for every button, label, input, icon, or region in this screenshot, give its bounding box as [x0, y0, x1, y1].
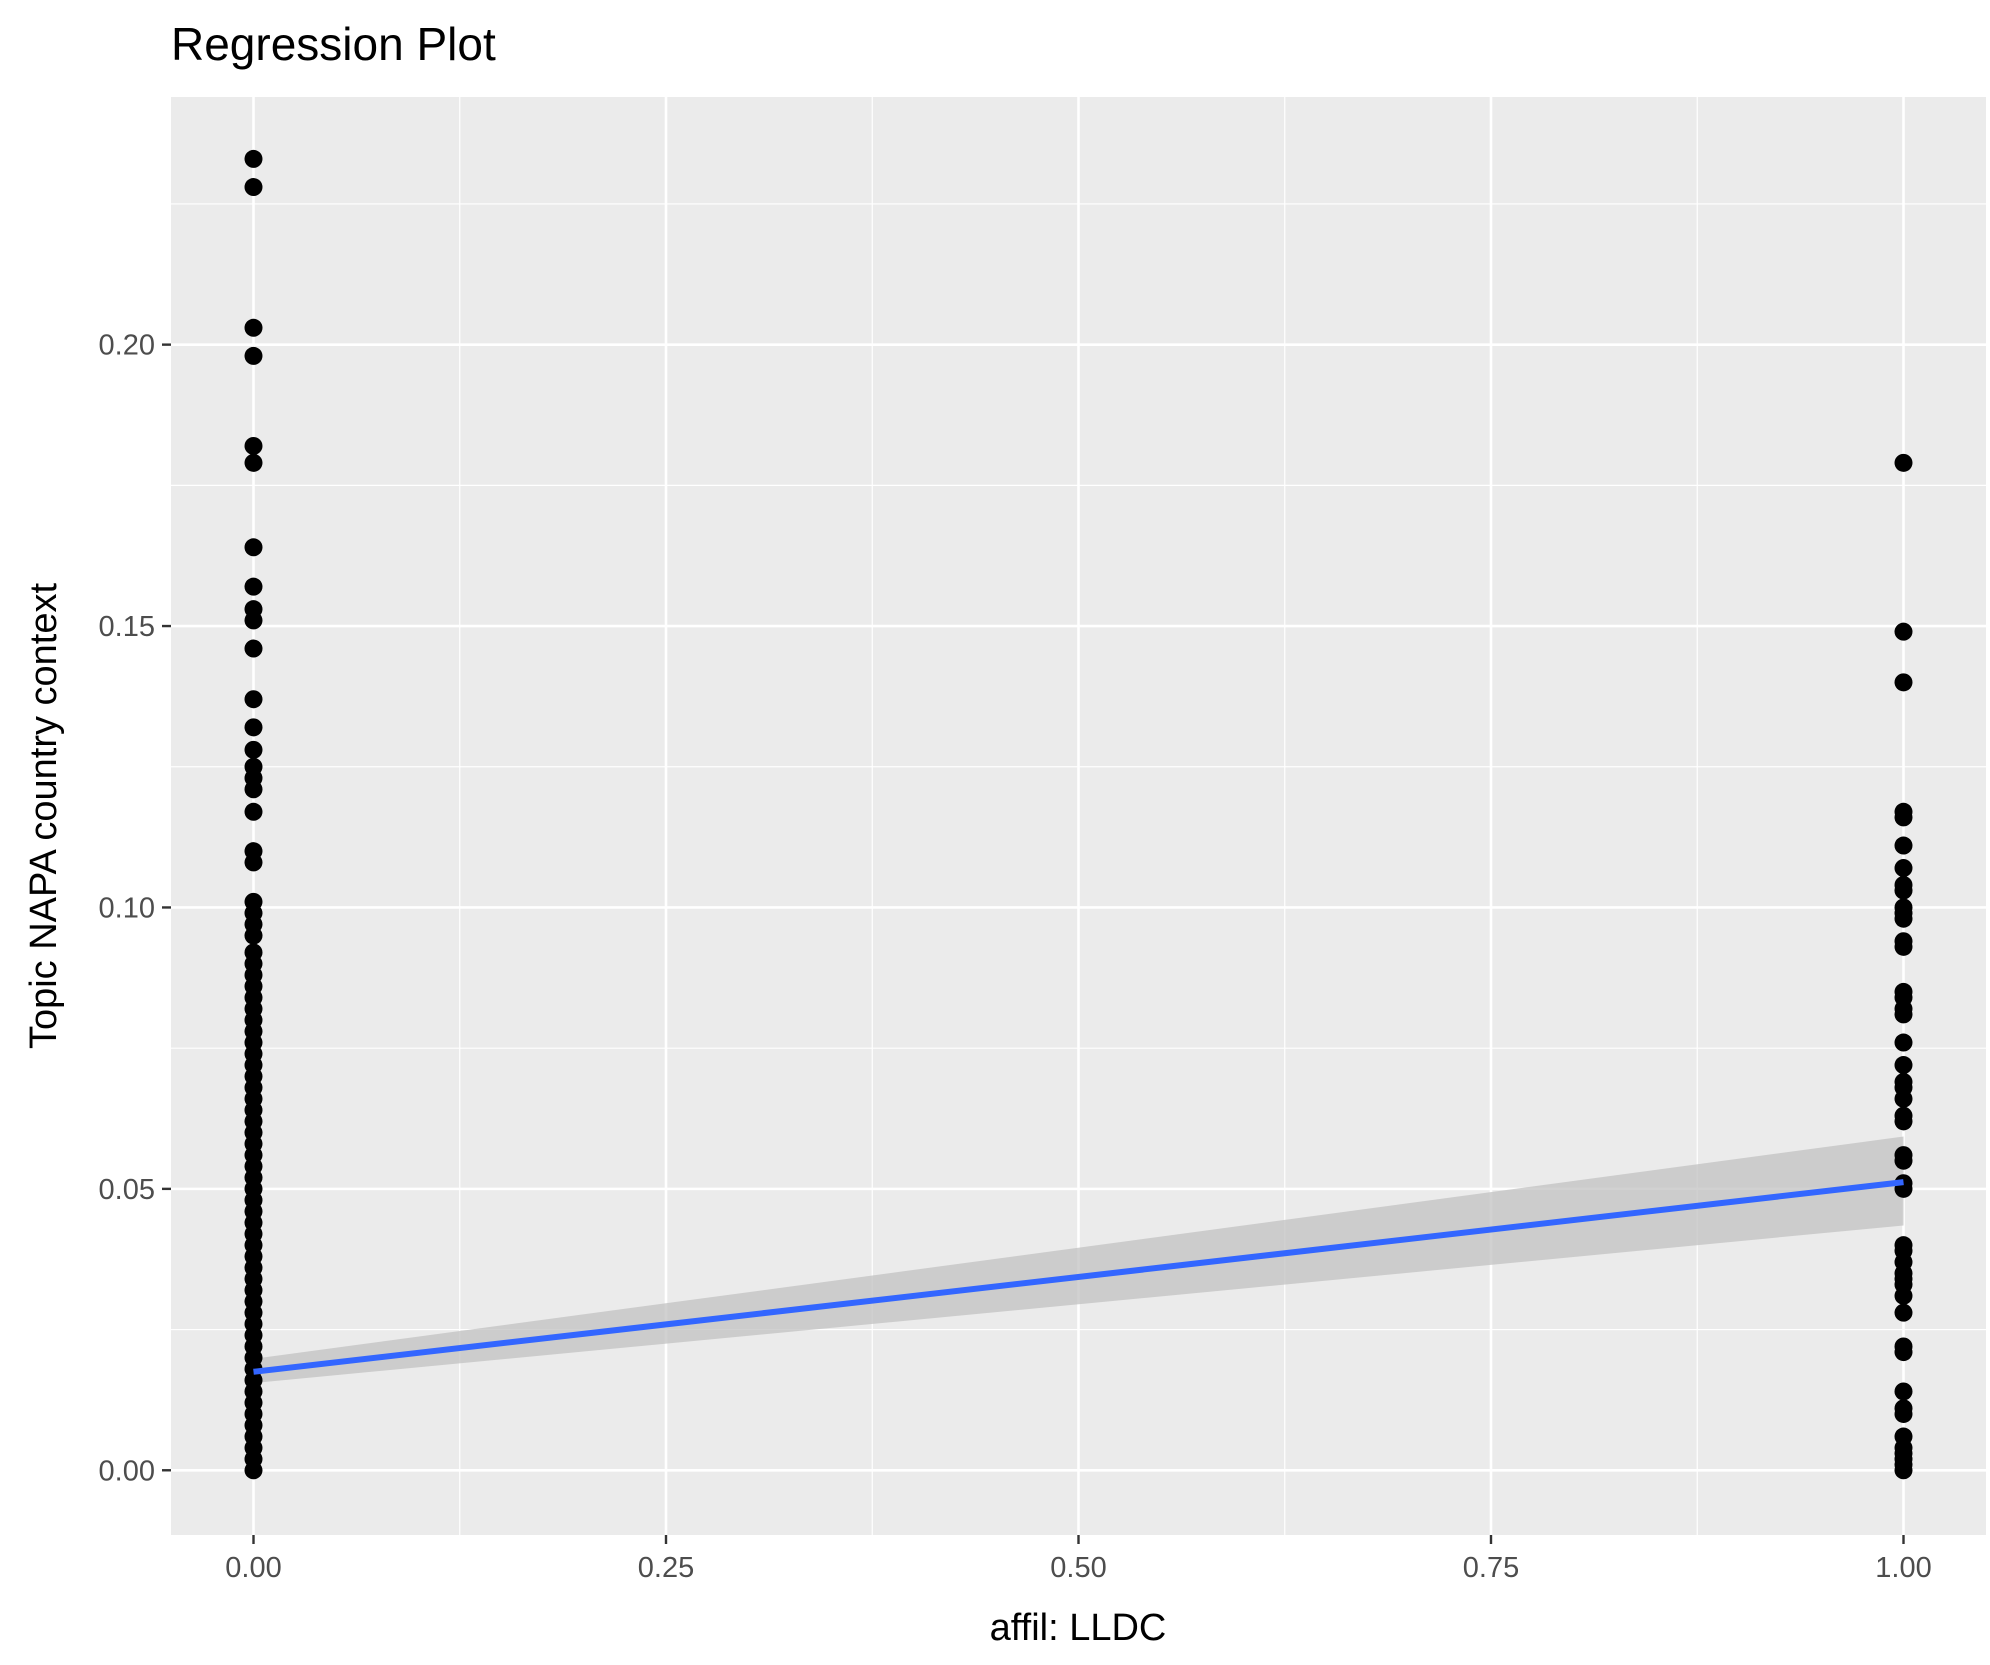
data-point	[1894, 1089, 1913, 1108]
data-point	[1894, 1404, 1913, 1423]
data-point	[1894, 909, 1913, 928]
y-tick-label: 0.20	[99, 330, 155, 362]
data-point	[244, 436, 263, 455]
x-tick-label: 1.00	[1875, 1552, 1931, 1584]
data-points	[244, 149, 1913, 1480]
chart-title: Regression Plot	[171, 18, 496, 70]
x-axis: 0.00 0.25 0.50 0.75 1.00	[225, 1535, 1932, 1584]
x-tick-label: 0.75	[1463, 1552, 1519, 1584]
data-point	[244, 538, 263, 557]
data-point	[244, 853, 263, 872]
y-tick-label: 0.00	[99, 1455, 155, 1487]
y-tick-label: 0.15	[99, 611, 155, 643]
x-tick-label: 0.25	[638, 1552, 694, 1584]
data-point	[1894, 1033, 1913, 1052]
y-tick-label: 0.05	[99, 1174, 155, 1206]
data-point	[244, 346, 263, 365]
data-point	[244, 178, 263, 197]
data-point	[244, 611, 263, 630]
x-tick-label: 0.00	[225, 1552, 281, 1584]
data-point	[244, 639, 263, 658]
data-point	[244, 718, 263, 737]
data-point	[1894, 1286, 1913, 1305]
data-point	[1894, 881, 1913, 900]
data-point	[244, 690, 263, 709]
y-tick-label: 0.10	[99, 892, 155, 924]
y-axis-title: Topic NAPA country context	[23, 583, 65, 1050]
data-point	[1894, 836, 1913, 855]
data-point	[1894, 1303, 1913, 1322]
data-point	[244, 318, 263, 337]
data-point	[1894, 937, 1913, 956]
data-point	[244, 780, 263, 799]
x-axis-title: affil: LLDC	[990, 1607, 1167, 1649]
data-point	[1894, 453, 1913, 472]
x-tick-label: 0.50	[1050, 1552, 1106, 1584]
data-point	[1894, 1056, 1913, 1075]
data-point	[1894, 808, 1913, 827]
data-point	[1894, 1382, 1913, 1401]
data-point	[244, 577, 263, 596]
data-point	[1894, 673, 1913, 692]
data-point	[1894, 622, 1913, 641]
data-point	[244, 926, 263, 945]
data-point	[1894, 1005, 1913, 1024]
data-point	[244, 453, 263, 472]
data-point	[244, 802, 263, 821]
data-point	[1894, 1112, 1913, 1131]
data-point	[1894, 1151, 1913, 1170]
data-point	[1894, 1343, 1913, 1362]
data-point	[244, 149, 263, 168]
data-point	[244, 1461, 263, 1480]
regression-line	[253, 1179, 1904, 1375]
data-point	[1894, 859, 1913, 878]
data-point	[244, 740, 263, 759]
data-point	[1894, 1461, 1913, 1480]
y-axis: 0.00 0.05 0.10 0.15 0.20	[99, 330, 171, 1487]
